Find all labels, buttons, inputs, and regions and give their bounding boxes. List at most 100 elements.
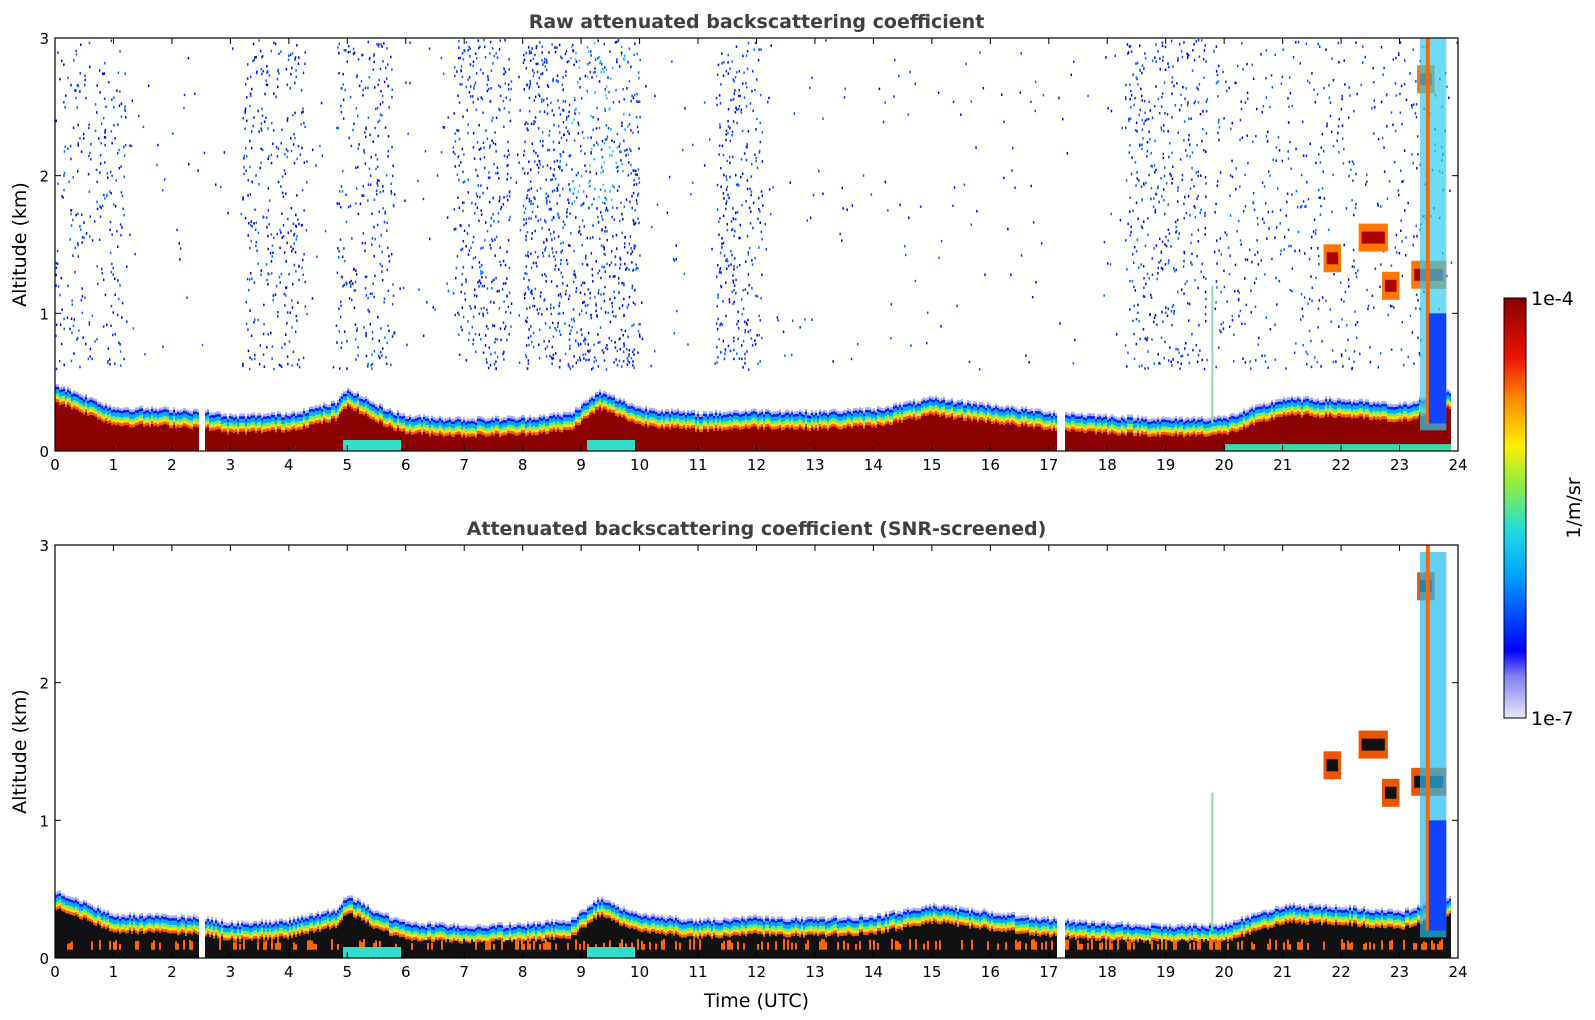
noise-speckle [1456,41,1458,44]
noise-speckle [528,343,530,347]
noise-speckle [585,195,588,198]
bl-cell [383,440,385,451]
noise-speckle [286,241,288,245]
bl-cell [231,431,233,451]
bl-cell [157,414,159,419]
bl-cell [267,425,269,429]
noise-speckle [124,105,126,108]
noise-speckle [1110,212,1112,216]
bl-cell [295,415,297,419]
noise-speckle [1321,296,1324,299]
noise-speckle [377,354,380,358]
bl-cell [221,426,223,430]
noise-speckle [495,116,498,120]
bl-cell [353,402,355,406]
noise-speckle [383,80,386,84]
noise-speckle [589,171,591,174]
noise-speckle [1235,81,1237,84]
noise-speckle [285,333,287,336]
noise-speckle [560,250,562,254]
noise-speckle [615,166,618,169]
noise-speckle [564,223,566,226]
noise-speckle [617,277,620,280]
noise-speckle [357,147,359,150]
noise-speckle [539,140,541,143]
noise-speckle [568,103,571,107]
bl-cell [365,396,367,399]
bl-cell [265,416,267,420]
noise-speckle [601,228,603,231]
bl-cell [411,419,413,423]
bl-cell [271,417,273,422]
noise-speckle [623,313,625,317]
bl-cell [383,413,385,418]
noise-speckle [1179,43,1181,46]
noise-speckle [558,43,561,47]
noise-speckle [614,275,616,278]
bl-cell [69,400,71,404]
noise-speckle [581,131,584,134]
noise-speckle [606,137,608,141]
noise-speckle [749,329,752,332]
noise-speckle [746,146,748,149]
noise-speckle [577,121,579,125]
noise-speckle [759,210,761,213]
noise-speckle [253,222,255,225]
noise-speckle [1177,361,1179,364]
noise-speckle [246,155,248,158]
noise-speckle [1148,173,1150,177]
noise-speckle [507,83,510,86]
noise-speckle [1262,105,1265,108]
bl-cell [147,422,149,426]
noise-speckle [280,365,283,369]
noise-speckle [1216,286,1218,289]
bl-cell [131,409,133,413]
noise-speckle [1197,194,1199,198]
bl-cell [405,431,407,435]
bl-cell [291,429,293,451]
noise-speckle [106,323,108,327]
noise-speckle [1185,87,1187,90]
noise-speckle [1167,261,1170,265]
noise-speckle [610,198,613,202]
noise-speckle [480,213,483,216]
bl-cell [337,400,339,403]
noise-speckle [386,268,389,272]
noise-speckle [744,357,746,360]
noise-speckle [619,219,621,223]
noise-speckle [1155,168,1157,172]
bl-cell [143,414,145,419]
noise-speckle [220,185,222,189]
noise-speckle [754,41,757,45]
noise-speckle [1144,367,1146,370]
noise-speckle [541,51,543,54]
noise-speckle [277,85,279,89]
noise-speckle [116,89,118,92]
bl-cell [97,414,99,417]
noise-speckle [1352,248,1355,252]
noise-speckle [613,361,615,364]
noise-speckle [473,288,476,291]
noise-speckle [1163,129,1165,133]
bl-cell [365,398,367,402]
noise-speckle [289,311,291,314]
noise-speckle [1250,289,1252,292]
noise-speckle [101,204,104,207]
noise-speckle [492,196,494,200]
noise-speckle [504,82,506,85]
noise-speckle [1087,94,1089,98]
noise-speckle [1035,281,1037,284]
noise-speckle [716,327,719,331]
bl-cell [127,419,129,423]
noise-speckle [311,148,314,152]
bl-cell [111,407,113,410]
noise-speckle [245,147,247,150]
bl-cell [267,418,269,423]
noise-speckle [530,187,533,190]
bl-cell [371,416,373,420]
noise-speckle [548,254,550,258]
noise-speckle [277,180,280,184]
noise-speckle [539,218,542,221]
bl-cell [291,427,293,430]
noise-speckle [508,333,510,336]
